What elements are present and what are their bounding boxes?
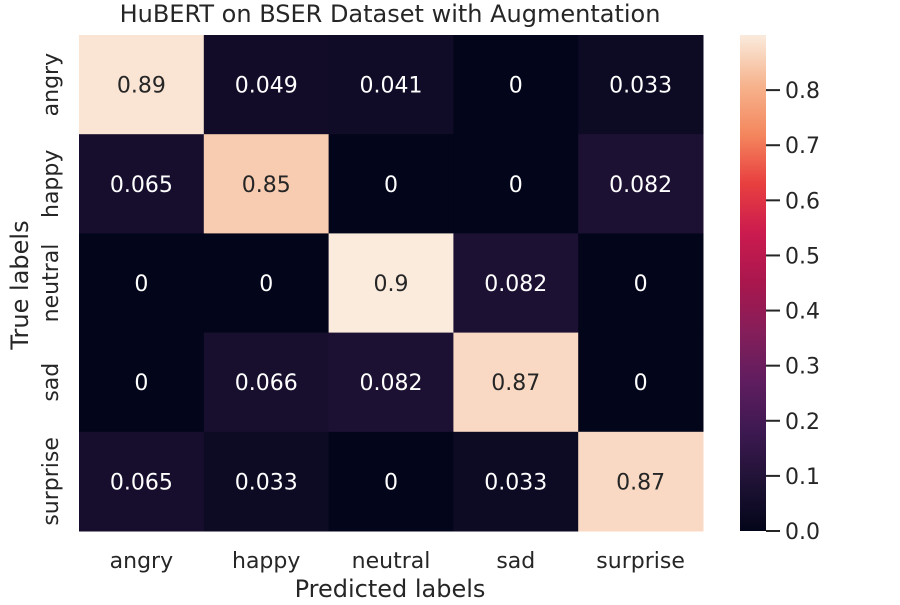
cell-value-label: 0 [384,173,398,198]
x-axis-label: Predicted labels [295,575,486,600]
cell-value-label: 0.082 [609,173,672,198]
heatmap-cell-labels: 0.89 0.049 0.041 0 0.033 0.065 0.85 0 0 0.082 0 0 0.… [110,74,672,496]
heatmap-cell [328,431,454,532]
chart-title: HuBERT on BSER Dataset with Augmentation [120,0,661,28]
cell-value-label: 0.082 [484,272,547,297]
x-axis-ticks: angry happy neutral sad surprise [110,549,685,574]
heatmap-cell [79,233,205,334]
cell-value-label: 0 [634,371,648,396]
heatmap-cell [328,134,454,234]
heatmap-cell [453,134,579,234]
heatmap-cell [203,233,330,334]
y-tick-label: angry [39,53,64,116]
heatmap-cell [578,332,704,433]
cell-value-label: 0.033 [484,470,547,495]
cell-value-label: 0.85 [242,173,291,198]
cell-value-label: 0 [134,272,148,297]
cell-value-label: 0 [509,173,523,198]
colorbar-tick-label: 0.8 [785,79,820,104]
heatmap-cell [578,431,704,532]
y-tick-label: sad [39,363,64,402]
heatmap-cell [79,35,205,135]
y-tick-label: happy [39,150,64,218]
heatmap-cell [578,233,704,334]
heatmap-cell [203,332,330,433]
colorbar-tick-label: 0.3 [785,355,820,380]
cell-value-label: 0.87 [491,371,540,396]
cell-value-label: 0.89 [117,74,166,99]
colorbar-tick-label: 0.1 [785,465,820,490]
cell-value-label: 0.87 [616,470,665,495]
heatmap-cell [453,35,579,135]
heatmap-cell [453,431,579,532]
colorbar-tick-label: 0.4 [785,300,820,325]
heatmap-cell [79,134,205,234]
heatmap-cell [578,35,704,135]
colorbar-tick-label: 0.7 [785,134,820,159]
heatmap-cell [453,332,579,433]
heatmap-cell [328,35,454,135]
cell-value-label: 0 [509,74,523,99]
cell-value-label: 0.033 [609,74,672,99]
x-tick-label: angry [110,549,173,574]
cell-value-label: 0 [259,272,273,297]
cell-value-label: 0.033 [235,470,298,495]
cell-value-label: 0 [384,470,398,495]
colorbar-tick-label: 0.2 [785,410,820,435]
heatmap-cell [203,431,330,532]
x-tick-label: sad [496,549,535,574]
colorbar-ticks: 0.0 0.1 0.2 0.3 0.4 0.5 0.6 0.7 0.8 [766,79,820,545]
heatmap-cell [328,233,454,334]
cell-value-label: 0.049 [235,74,298,99]
colorbar-tick-label: 0.6 [785,189,820,214]
cell-value-label: 0 [134,371,148,396]
heatmap-cell [578,134,704,234]
heatmap-cells [79,35,704,532]
cell-value-label: 0.041 [360,74,423,99]
cell-value-label: 0.065 [110,173,173,198]
cell-value-label: 0 [634,272,648,297]
y-tick-label: surprise [39,437,64,526]
x-tick-label: surprise [596,549,685,574]
y-axis-ticks: angry happy neutral sad surprise [39,53,64,526]
x-tick-label: happy [232,549,300,574]
cell-value-label: 0.9 [374,272,409,297]
colorbar-tick-label: 0.5 [785,244,820,269]
heatmap-cell [328,332,454,433]
cell-value-label: 0.066 [235,371,298,396]
x-tick-label: neutral [352,549,431,574]
cell-value-label: 0.065 [110,470,173,495]
heatmap-cell [203,134,330,234]
y-axis-label: True labels [6,220,34,350]
colorbar-tick-label: 0.0 [785,520,820,545]
colorbar [740,35,766,531]
heatmap-cell [79,431,205,532]
cell-value-label: 0.082 [360,371,423,396]
heatmap-cell [79,332,205,433]
y-tick-label: neutral [39,244,64,323]
heatmap-cell [453,233,579,334]
heatmap-cell [203,35,330,135]
